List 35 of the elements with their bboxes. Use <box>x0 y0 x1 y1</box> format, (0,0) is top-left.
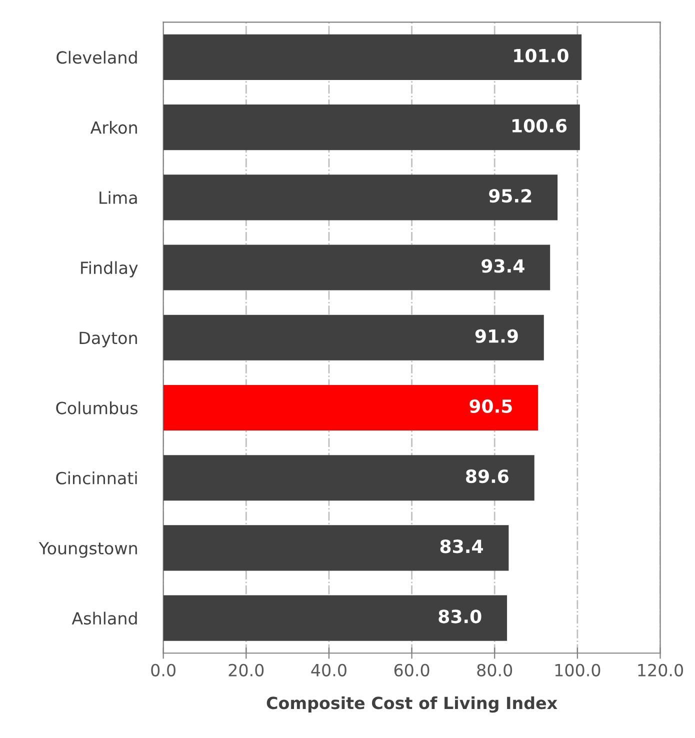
x-tick-label: 120.0 <box>638 664 683 676</box>
bar <box>163 314 544 360</box>
data-label: 101.0 <box>514 48 568 62</box>
bar <box>163 244 550 290</box>
x-axis-title: Composite Cost of Living Index <box>266 696 558 713</box>
x-tick-label: 20.0 <box>228 664 264 676</box>
x-tick-label: 100.0 <box>555 664 600 676</box>
x-tick-label: 60.0 <box>394 664 430 676</box>
bar <box>163 595 508 641</box>
y-tick-label: Columbus <box>56 401 138 414</box>
y-tick-label: Cincinnati <box>56 472 137 484</box>
x-tick-label: 0.0 <box>151 664 176 676</box>
y-tick-label: Cleveland <box>56 50 137 64</box>
y-tick-label: Ashland <box>72 612 137 625</box>
y-tick-label: Dayton <box>80 332 137 348</box>
data-label: 91.9 <box>475 329 518 343</box>
bar <box>163 34 582 80</box>
y-tick-label: Findlay <box>81 261 138 278</box>
y-tick-label: Lima <box>100 191 137 204</box>
bar <box>163 525 509 571</box>
data-label: 93.4 <box>482 259 524 273</box>
data-label: 89.6 <box>466 469 508 484</box>
data-label: 100.6 <box>512 118 567 133</box>
y-tick-label: Arkon <box>90 120 137 134</box>
data-label: 83.4 <box>440 540 483 554</box>
x-tick-label: 80.0 <box>477 664 512 676</box>
x-tick-label: 40.0 <box>311 664 346 676</box>
bar <box>163 174 558 220</box>
bar <box>163 384 538 431</box>
data-label: 90.5 <box>470 399 512 413</box>
bar <box>163 455 534 501</box>
data-label: 95.2 <box>489 188 532 203</box>
y-tick-label: Youngstown <box>38 542 137 558</box>
data-label: 83.0 <box>438 610 482 624</box>
bar <box>163 104 580 150</box>
